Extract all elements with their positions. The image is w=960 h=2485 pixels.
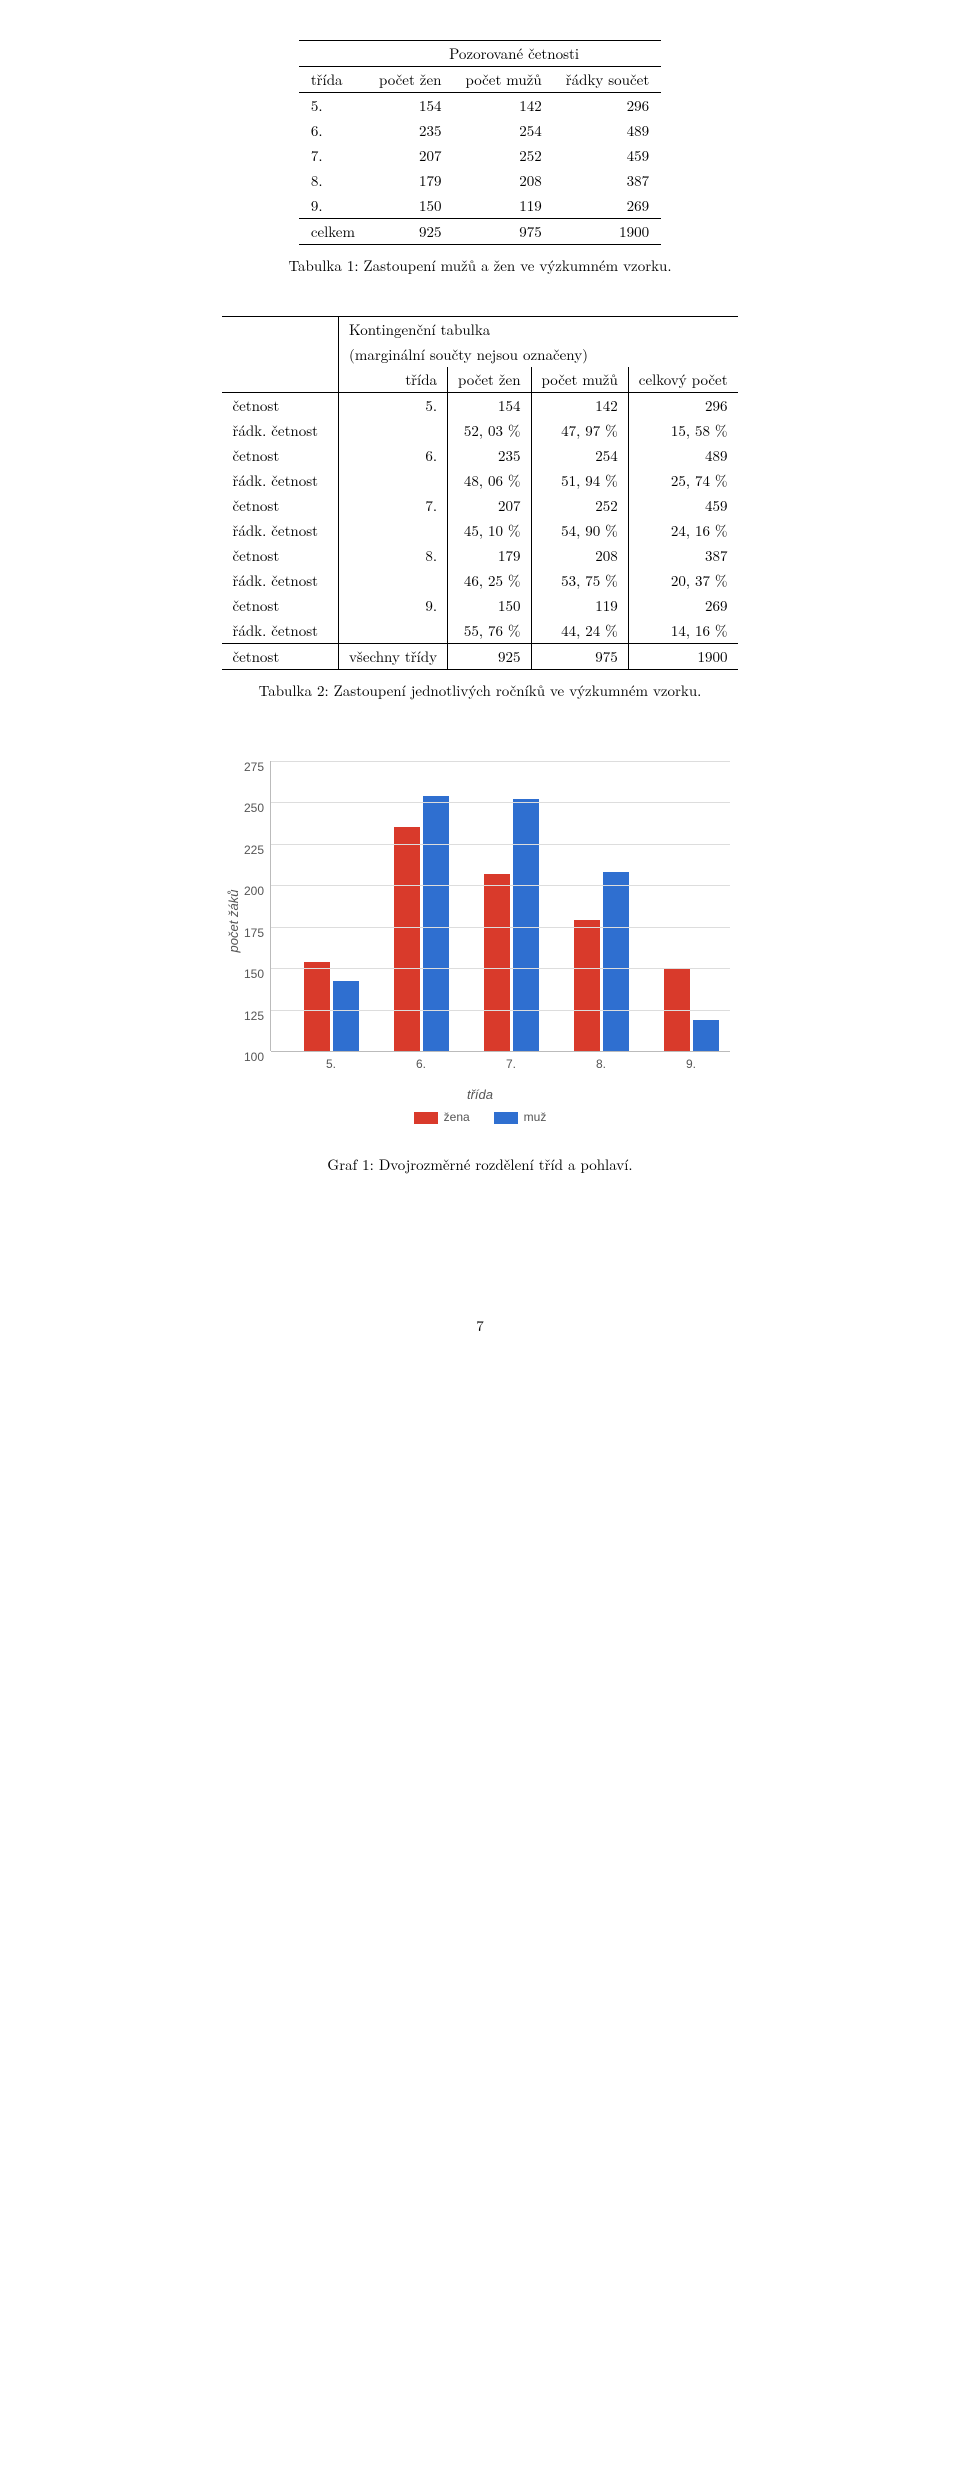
table-row: řádk. četnost52, 03 %47, 97 %15, 58 % (222, 418, 737, 443)
chart-xtick: 8. (596, 1057, 606, 1071)
chart-bar-group: 7. (471, 799, 551, 1051)
chart-ytick: 225 (244, 843, 264, 857)
table-observed-frequencies: Pozorované četnosti třída počet žen poče… (299, 40, 661, 245)
table-row: řádk. četnost45, 10 %54, 90 %24, 16 % (222, 518, 737, 543)
bar-chart: počet žáků 100125150175200225250275 5.6.… (220, 761, 740, 1124)
legend-item: žena (414, 1110, 470, 1124)
table1-h1: počet žen (367, 67, 454, 93)
table1-title: Pozorované četnosti (367, 41, 661, 67)
chart-ytick: 275 (244, 760, 264, 774)
table-row: 5.154142296 (299, 93, 661, 119)
chart-bar (513, 799, 539, 1051)
chart-caption: Graf 1: Dvojrozměrné rozdělení tříd a po… (90, 1154, 870, 1175)
chart-ytick: 250 (244, 801, 264, 815)
legend-swatch (494, 1112, 518, 1124)
chart-bar (484, 874, 510, 1051)
chart-xtick: 5. (326, 1057, 336, 1071)
chart-bar (333, 981, 359, 1051)
chart-xtick: 6. (416, 1057, 426, 1071)
chart-xtick: 9. (686, 1057, 696, 1071)
table1-h2: počet mužů (453, 67, 553, 93)
table-row: četnost5.154142296 (222, 393, 737, 419)
chart-xlabel: třída (220, 1087, 740, 1102)
table-row: 8.179208387 (299, 168, 661, 193)
table-row: četnost9.150119269 (222, 593, 737, 618)
table2-title1: Kontingenční tabulka (338, 317, 737, 343)
page-number: 7 (90, 1315, 870, 1336)
chart-bar-group: 6. (381, 796, 461, 1051)
chart-ytick: 150 (244, 967, 264, 981)
chart-ytick: 100 (244, 1050, 264, 1064)
chart-bar-group: 5. (291, 962, 371, 1051)
chart-bar (574, 920, 600, 1051)
table-row: 6.235254489 (299, 118, 661, 143)
legend-swatch (414, 1112, 438, 1124)
table-row: 9.150119269 (299, 193, 661, 219)
table-row: četnost8.179208387 (222, 543, 737, 568)
chart-ytick: 125 (244, 1009, 264, 1023)
chart-xtick: 7. (506, 1057, 516, 1071)
table2-caption: Tabulka 2: Zastoupení jednotlivých roční… (90, 680, 870, 701)
table-row: četnost7.207252459 (222, 493, 737, 518)
table-row: řádk. četnost48, 06 %51, 94 %25, 74 % (222, 468, 737, 493)
chart-bar (693, 1020, 719, 1051)
chart-bar (423, 796, 449, 1051)
chart-bar (394, 827, 420, 1051)
table-row: řádk. četnost46, 25 %53, 75 %20, 37 % (222, 568, 737, 593)
chart-ytick: 175 (244, 926, 264, 940)
legend-item: muž (494, 1110, 547, 1124)
chart-ytick: 200 (244, 884, 264, 898)
chart-bar (304, 962, 330, 1051)
table1-sum-label: celkem (299, 219, 367, 245)
table2-title2: (marginální součty nejsou označeny) (338, 342, 737, 367)
table1-h0: třída (299, 67, 367, 93)
table1-h3: řádky součet (554, 67, 661, 93)
table1-caption: Tabulka 1: Zastoupení mužů a žen ve výzk… (90, 255, 870, 276)
chart-bar-group: 8. (561, 872, 641, 1051)
table-row: řádk. četnost55, 76 %44, 24 %14, 16 % (222, 618, 737, 644)
chart-legend: žena muž (220, 1110, 740, 1124)
table-contingency: Kontingenční tabulka (marginální součty … (222, 316, 737, 670)
chart-bar (603, 872, 629, 1051)
table-row: 7.207252459 (299, 143, 661, 168)
table-row: četnost6.235254489 (222, 443, 737, 468)
